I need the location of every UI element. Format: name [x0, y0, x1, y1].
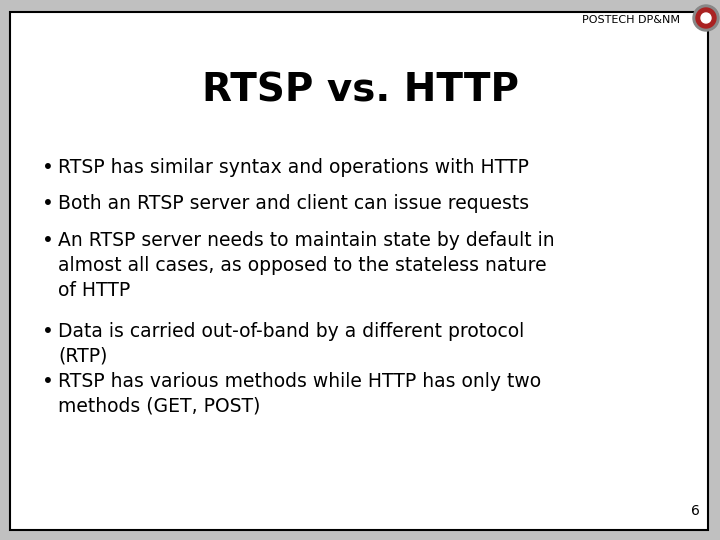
Text: POSTECH DP&NM: POSTECH DP&NM — [582, 15, 680, 25]
Text: •: • — [42, 231, 54, 250]
Text: •: • — [42, 194, 54, 213]
Text: RTSP has various methods while HTTP has only two
methods (GET, POST): RTSP has various methods while HTTP has … — [58, 372, 541, 416]
FancyBboxPatch shape — [10, 12, 708, 530]
Circle shape — [696, 8, 716, 28]
Text: Both an RTSP server and client can issue requests: Both an RTSP server and client can issue… — [58, 194, 529, 213]
Text: •: • — [42, 322, 54, 341]
Text: •: • — [42, 372, 54, 391]
Text: Data is carried out-of-band by a different protocol
(RTP): Data is carried out-of-band by a differe… — [58, 322, 524, 366]
Text: RTSP vs. HTTP: RTSP vs. HTTP — [202, 72, 518, 110]
Text: 6: 6 — [691, 504, 700, 518]
Circle shape — [693, 5, 719, 31]
Text: RTSP has similar syntax and operations with HTTP: RTSP has similar syntax and operations w… — [58, 158, 529, 177]
Text: An RTSP server needs to maintain state by default in
almost all cases, as oppose: An RTSP server needs to maintain state b… — [58, 231, 554, 300]
Circle shape — [701, 13, 711, 23]
Text: •: • — [42, 158, 54, 177]
